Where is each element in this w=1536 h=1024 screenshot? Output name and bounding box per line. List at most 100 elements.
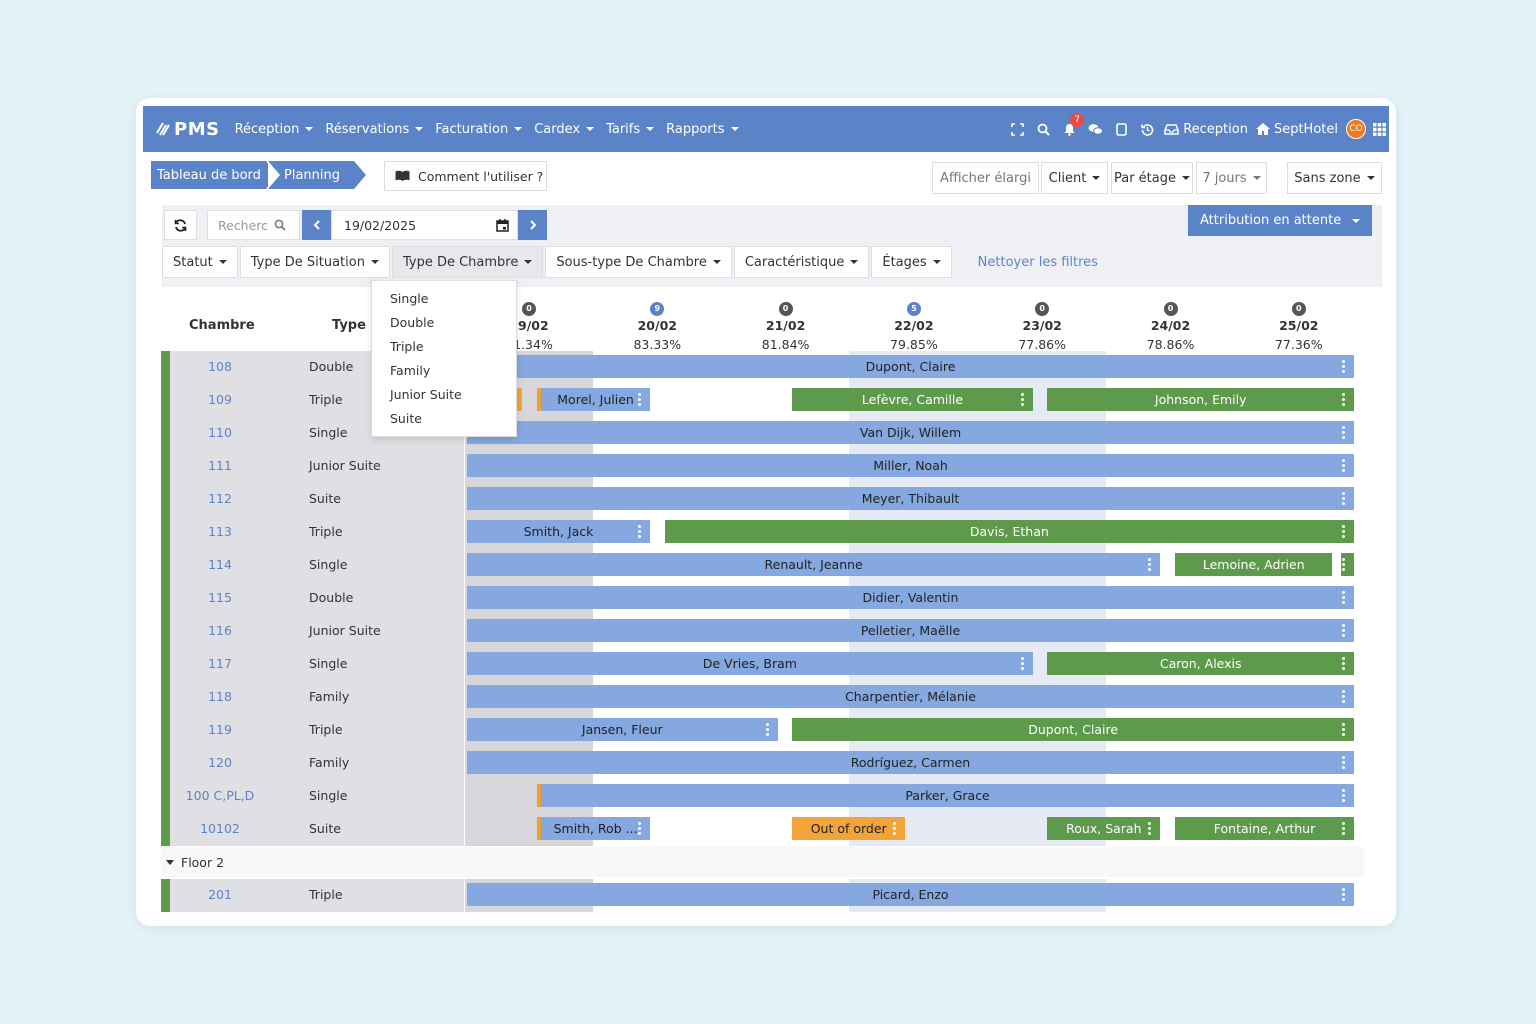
booking-bar[interactable]: Didier, Valentin: [467, 586, 1354, 609]
par-etage-dropdown[interactable]: Par étage: [1111, 162, 1193, 194]
booking-bar[interactable]: Miller, Noah: [467, 454, 1354, 477]
booking-bar[interactable]: Dupont, Claire: [792, 718, 1354, 741]
room-calendar-cell[interactable]: Jansen, Fleur Dupont, Claire: [465, 714, 1358, 747]
apps-grid-icon[interactable]: [1371, 121, 1387, 137]
room-calendar-cell[interactable]: Dupont, Claire: [465, 351, 1358, 384]
room-number-link[interactable]: 116: [208, 623, 232, 638]
more-options-icon[interactable]: [1342, 888, 1346, 901]
room-calendar-cell[interactable]: Parker, Grace: [465, 780, 1358, 813]
booking-bar[interactable]: Jansen, Fleur: [467, 718, 778, 741]
search-input[interactable]: Recherc: [207, 210, 300, 240]
room-number-link[interactable]: 201: [208, 887, 232, 902]
more-options-icon[interactable]: [637, 393, 642, 406]
more-options-icon[interactable]: [1341, 525, 1346, 538]
room-calendar-cell[interactable]: Meyer, Thibault: [465, 483, 1358, 516]
menu-facturation[interactable]: Facturation: [435, 122, 523, 137]
dropdown-option-suite[interactable]: Suite: [390, 411, 422, 426]
days-dropdown[interactable]: 7 jours: [1196, 162, 1267, 194]
previous-period-button[interactable]: [302, 210, 331, 240]
booking-bar[interactable]: Charpentier, Mélanie: [467, 685, 1354, 708]
room-calendar-cell[interactable]: Didier, Valentin: [465, 582, 1358, 615]
history-icon[interactable]: [1139, 121, 1155, 137]
search-icon[interactable]: [1035, 121, 1051, 137]
booking-bar[interactable]: Van Dijk, Willem: [467, 421, 1354, 444]
room-calendar-cell[interactable]: Charpentier, Mélanie: [465, 681, 1358, 714]
client-dropdown[interactable]: Client: [1041, 162, 1108, 194]
room-number-link[interactable]: 111: [208, 458, 232, 473]
booking-bar[interactable]: [1340, 553, 1354, 576]
fullscreen-icon[interactable]: [1009, 121, 1025, 137]
more-options-icon[interactable]: [637, 822, 642, 835]
filter-etages[interactable]: Étages: [871, 246, 952, 278]
booking-bar[interactable]: Johnson, Emily: [1047, 388, 1354, 411]
breadcrumb-dashboard[interactable]: Tableau de bord: [151, 161, 278, 189]
room-number-link[interactable]: 108: [208, 359, 232, 374]
menu-tarifs[interactable]: Tarifs: [606, 122, 655, 137]
chat-icon[interactable]: [1087, 121, 1103, 137]
more-options-icon[interactable]: [1341, 393, 1346, 406]
booking-bar[interactable]: Dupont, Claire: [467, 355, 1354, 378]
room-number-link[interactable]: 119: [208, 722, 232, 737]
booking-bar[interactable]: Lemoine, Adrien: [1175, 553, 1333, 576]
more-options-icon[interactable]: [637, 525, 642, 538]
booking-bar[interactable]: Renault, Jeanne: [467, 553, 1161, 576]
next-period-button[interactable]: [518, 210, 547, 240]
room-number-link[interactable]: 118: [208, 689, 232, 704]
filter-sous-type-chambre[interactable]: Sous-type De Chambre: [545, 246, 732, 278]
date-input[interactable]: 19/02/2025: [331, 210, 518, 240]
menu-reception[interactable]: Réception: [235, 122, 314, 137]
booking-bar[interactable]: Smith, Jack: [467, 520, 650, 543]
howto-button[interactable]: Comment l'utiliser ?: [384, 161, 547, 191]
clear-filters-link[interactable]: Nettoyer les filtres: [977, 254, 1098, 270]
afficher-elargi-button[interactable]: Afficher élargi: [932, 162, 1039, 194]
menu-rapports[interactable]: Rapports: [666, 122, 739, 137]
filter-caracteristique[interactable]: Caractéristique: [733, 246, 870, 278]
more-options-icon[interactable]: [1342, 690, 1346, 703]
avatar[interactable]: CO: [1346, 119, 1366, 139]
booking-bar[interactable]: Roux, Sarah: [1047, 817, 1161, 840]
more-options-icon[interactable]: [1341, 657, 1346, 670]
hotel-selector[interactable]: SeptHotel: [1255, 122, 1338, 137]
room-number-link[interactable]: 114: [208, 557, 232, 572]
zone-dropdown[interactable]: Sans zone: [1287, 162, 1382, 194]
refresh-button[interactable]: [164, 210, 197, 240]
booking-bar[interactable]: Smith, Rob ...: [537, 817, 650, 840]
bell-icon[interactable]: 7: [1061, 113, 1085, 137]
room-number-link[interactable]: 120: [208, 755, 232, 770]
floor-group-header[interactable]: Floor 2: [161, 847, 1364, 877]
dropdown-option-triple[interactable]: Triple: [390, 339, 424, 354]
room-number-link[interactable]: 112: [208, 491, 232, 506]
breadcrumb-planning[interactable]: Planning: [268, 161, 366, 189]
more-options-icon[interactable]: [1342, 591, 1346, 604]
menu-cardex[interactable]: Cardex: [534, 122, 595, 137]
dropdown-option-family[interactable]: Family: [390, 363, 431, 378]
room-calendar-cell[interactable]: De Vries, Bram Caron, Alexis: [465, 648, 1358, 681]
out-of-order-block[interactable]: Out of order: [792, 817, 906, 840]
more-options-icon[interactable]: [765, 723, 770, 736]
booking-bar[interactable]: Picard, Enzo: [467, 883, 1354, 906]
filter-type-chambre[interactable]: Type De Chambre: [391, 246, 544, 278]
calendar-icon[interactable]: [496, 218, 509, 232]
room-calendar-cell[interactable]: Smith, Rob ... Out of order Roux, Sarah Fon…: [465, 813, 1358, 846]
tablet-icon[interactable]: [1113, 121, 1129, 137]
dropdown-option-single[interactable]: Single: [390, 291, 429, 306]
more-options-icon[interactable]: [1342, 756, 1346, 769]
room-calendar-cell[interactable]: Miller, Noah: [465, 450, 1358, 483]
room-calendar-cell[interactable]: Smith, Jack Davis, Ethan: [465, 516, 1358, 549]
dropdown-option-junior-suite[interactable]: Junior Suite: [390, 387, 462, 402]
booking-bar[interactable]: Pelletier, Maëlle: [467, 619, 1354, 642]
booking-bar[interactable]: Caron, Alexis: [1047, 652, 1354, 675]
booking-bar[interactable]: Fontaine, Arthur: [1175, 817, 1354, 840]
more-options-icon[interactable]: [1341, 723, 1346, 736]
room-calendar-cell[interactable]: Rodríguez, Carmen: [465, 747, 1358, 780]
booking-bar[interactable]: Morel, Julien: [537, 388, 650, 411]
booking-bar[interactable]: Rodríguez, Carmen: [467, 751, 1354, 774]
more-options-icon[interactable]: [1020, 657, 1025, 670]
room-number-link[interactable]: 109: [208, 392, 232, 407]
more-options-icon[interactable]: [1342, 459, 1346, 472]
attribution-button[interactable]: Attribution en attente: [1188, 205, 1372, 236]
room-number-link[interactable]: 113: [208, 524, 232, 539]
room-number-link[interactable]: 117: [208, 656, 232, 671]
more-options-icon[interactable]: [1341, 822, 1346, 835]
menu-reservations[interactable]: Réservations: [325, 122, 424, 137]
